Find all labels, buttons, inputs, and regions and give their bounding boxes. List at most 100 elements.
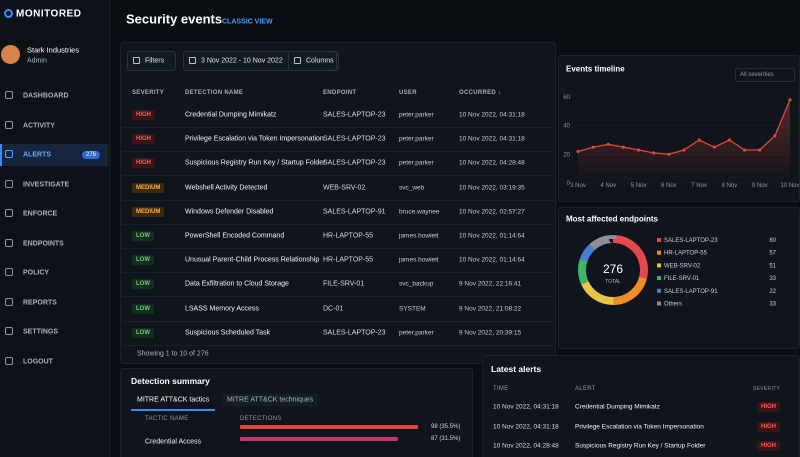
detection-bar [240,425,418,429]
legend-swatch [657,301,661,306]
row-divider [122,320,554,322]
latest-alerts-panel [482,355,800,457]
user: peter.parker [399,329,434,337]
latest-alerts-title: Latest alerts [491,364,542,374]
detection-name[interactable]: Webshell Activity Detected [185,184,268,192]
detection-name[interactable]: Privilege Escalation via Token Impersona… [185,135,324,143]
nav-item[interactable]: ENFORCE [23,210,58,218]
filters-button[interactable] [127,51,176,71]
row-divider [122,199,554,201]
severity-badge: LOW [132,303,154,314]
user: bruce.waynee [399,208,440,216]
timeline-point [621,145,626,149]
nav-item[interactable]: DASHBOARD [23,92,69,100]
user: peter.parker [399,111,434,119]
endpoint: SALES-LAPTOP-91 [323,208,386,216]
donut-total-label: TOTAL [605,279,621,285]
alert-name[interactable]: Privilege Escalation via Token Impersona… [575,423,704,430]
date-range-icon [189,57,196,64]
nav-icon [5,209,13,217]
endpoint: WEB-SRV-02 [323,184,366,192]
timeline-point [697,138,701,142]
timeline-title: Events timeline [566,64,625,74]
endpoint: HR-LAPTOP-55 [323,232,374,240]
brand-icon [4,9,13,18]
detection-name[interactable]: LSASS Memory Access [185,305,259,313]
row-divider [122,344,554,346]
classic-view-link[interactable]: CLASSIC VIEW [222,18,273,26]
nav-item[interactable]: LOGOUT [23,358,53,365]
donut-segment [578,235,648,305]
nav-item[interactable]: REPORTS [23,299,57,306]
brand: MONITORED [16,8,82,20]
occurred: 10 Nov 2022, 01:14:64 [459,232,525,240]
legend-swatch [657,238,661,242]
severity-badge: LOW [132,279,154,290]
nav-icon [5,179,13,188]
columns-icon [294,57,301,64]
x-tick-label: 4 Nov [600,183,616,189]
occurred: 10 Nov 2022, 03:19:35 [459,184,525,192]
tab[interactable]: MITRE ATT&CK tactics [137,396,210,404]
occurred: 10 Nov 2022, 02:57:27 [459,208,525,216]
y-tick-label: 60 [563,95,570,101]
nav-item[interactable]: ALERTS [23,151,51,159]
endpoint: SALES-LAPTOP-23 [323,329,386,337]
nav-item[interactable]: INVESTIGATE [23,181,70,188]
legend-value: 33 [769,276,776,282]
nav-icon [5,120,13,129]
avatar [1,45,20,64]
alert-name[interactable]: Suspicious Registry Run Key / Startup Fo… [575,442,706,450]
sidebar [0,0,110,457]
occurred: 10 Nov 2022, 04:28:48 [459,159,525,167]
nav-icon [5,150,13,158]
endpoints-title: Most affected endpoints [566,214,659,224]
legend-swatch [657,276,661,281]
row-divider [122,151,554,153]
user: svc_web [399,184,425,192]
table-header: SEVERITY [132,90,165,96]
detection-name[interactable]: Data Exfiltration to Cloud Storage [185,280,289,288]
severity-badge: HIGH [132,158,155,169]
detection-label: 87 (31.5%) [431,436,461,442]
donut-total: 276 [603,262,623,276]
severity-badge: LOW [132,327,154,338]
alert-name[interactable]: Credential Dumping Mimikatz [575,403,660,411]
severity-filter[interactable]: All severities [735,68,795,82]
legend-value: 80 [769,238,776,244]
page-title: Security events [126,11,223,27]
nav-item[interactable]: ENDPOINTS [23,240,64,247]
detection-name[interactable]: Suspicious Scheduled Task [185,329,271,337]
detection-name[interactable]: Unusual Parent-Child Process Relationshi… [185,256,320,264]
detection-name[interactable]: Suspicious Registry Run Key / Startup Fo… [185,159,326,167]
tab[interactable]: MITRE ATT&CK techniques [222,393,319,407]
occurred: 9 Nov 2022, 22:16:41 [459,280,522,288]
columns-button[interactable] [288,51,337,71]
detection-name[interactable]: Windows Defender Disabled [185,208,274,216]
row-divider [122,127,554,128]
legend-swatch [657,250,661,255]
filters-label: Filters [145,57,165,65]
filters-icon [133,57,140,64]
nav-item[interactable]: POLICY [23,269,50,277]
y-tick-label: 40 [563,124,570,130]
nav-icon [5,327,13,335]
nav-active [0,144,108,166]
x-tick-label: 6 Nov [661,183,677,189]
nav-item[interactable]: SETTINGS [23,328,59,336]
x-tick-label: 8 Nov [722,183,738,189]
legend-label: FILE-SRV-01 [664,276,700,282]
severity-badge: HIGH [757,421,780,432]
detection-name[interactable]: PowerShell Encoded Command [185,232,285,240]
donut-segment [578,235,648,305]
nav-icon [5,238,13,247]
endpoints-panel [558,207,800,349]
nav-item[interactable]: ACTIVITY [23,122,55,129]
legend-label: WEB-SRV-02 [664,263,701,269]
detection-name[interactable]: Credential Dumping Mimikatz [185,111,277,119]
detection-summary-panel [120,368,473,457]
occurred: 10 Nov 2022, 04:31:18 [459,111,525,119]
severity-badge: LOW [132,255,154,266]
